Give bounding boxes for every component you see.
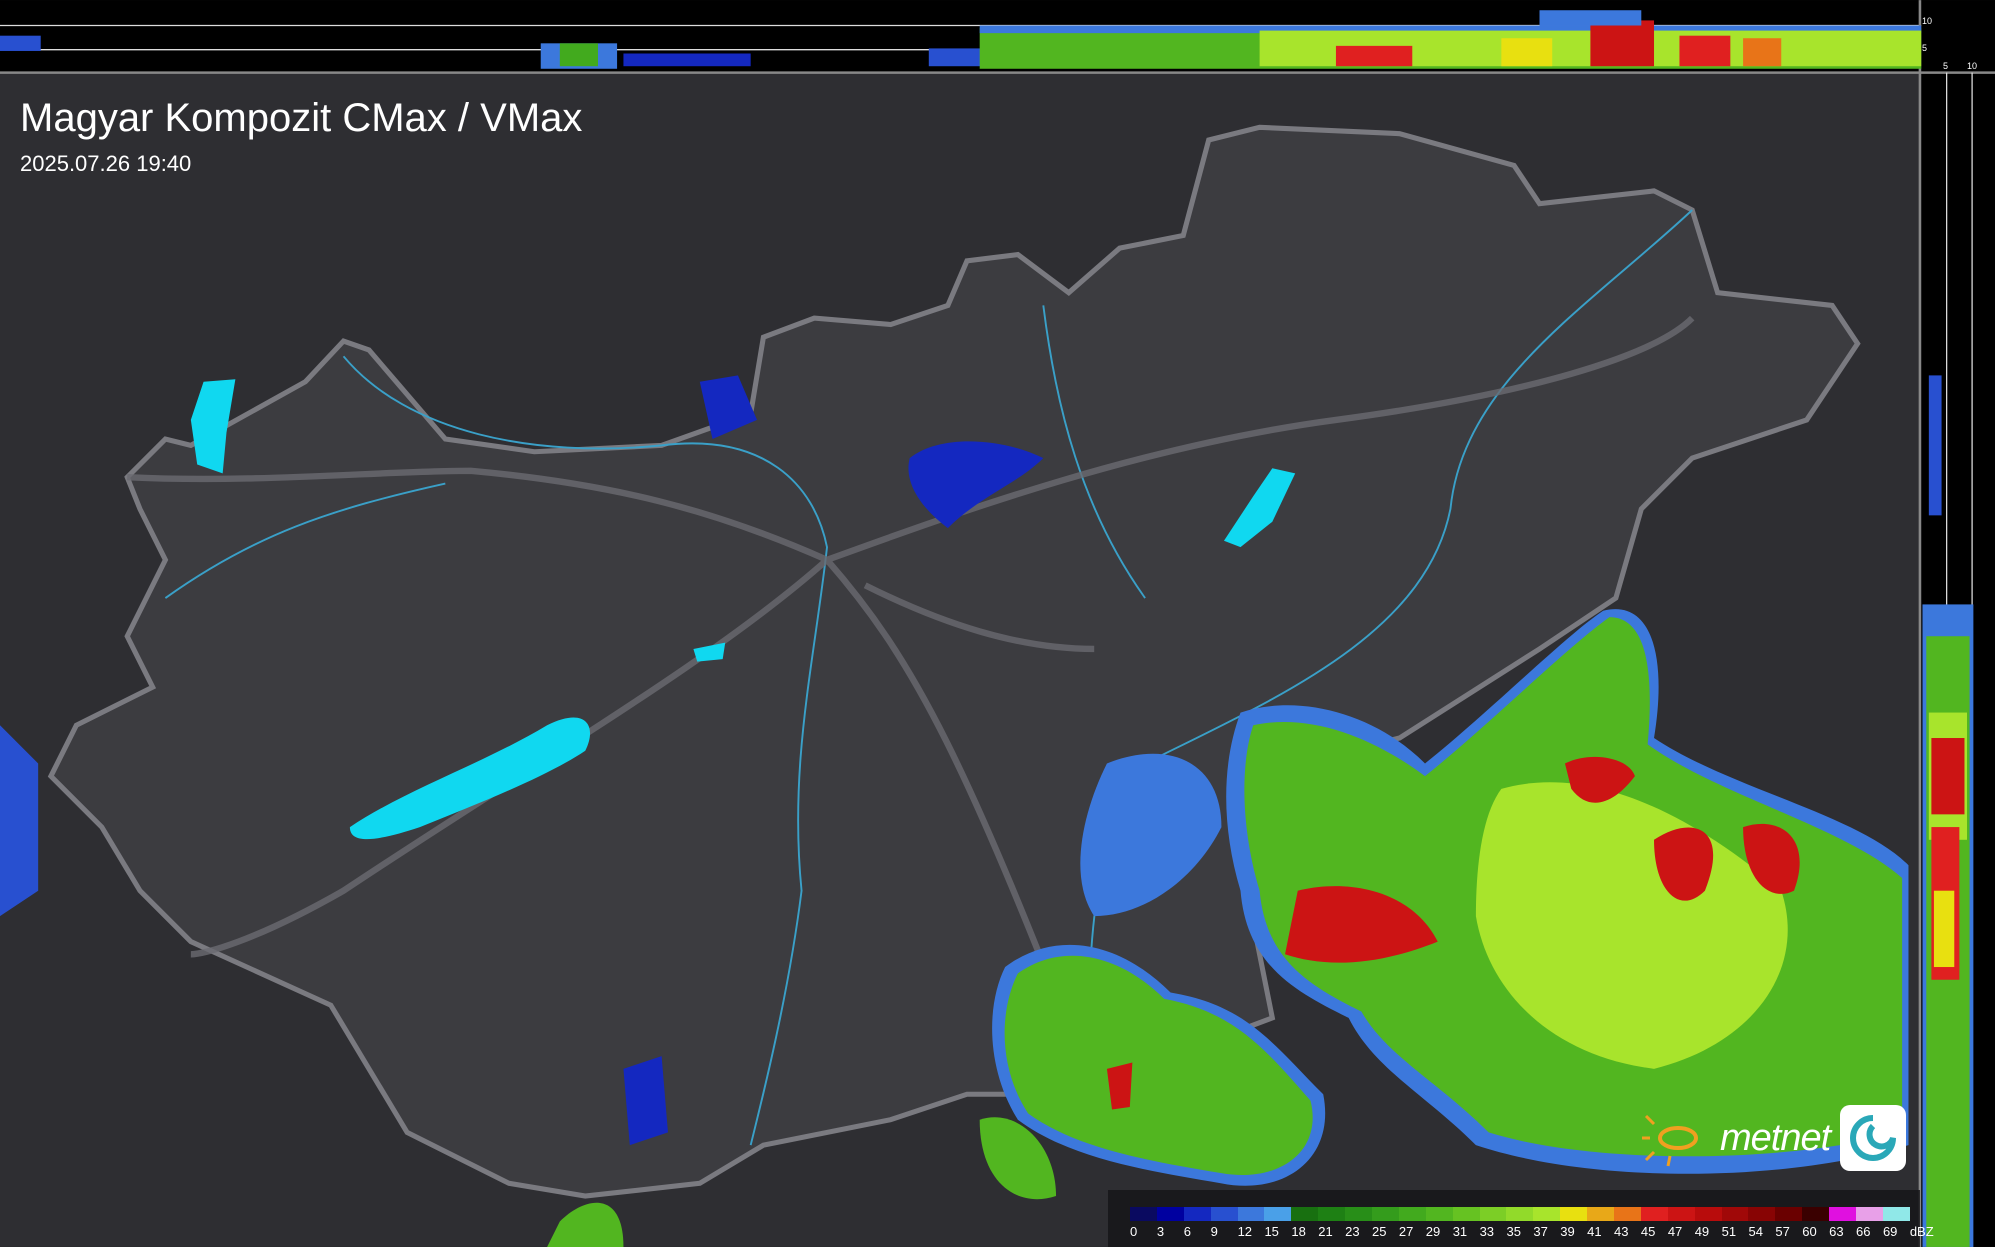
- lake-velence: [693, 642, 726, 662]
- legend-label: 37: [1533, 1224, 1548, 1239]
- legend-label: 15: [1264, 1224, 1279, 1239]
- legend-label: 6: [1183, 1224, 1192, 1239]
- metnet-logo: metnet: [1640, 1105, 1907, 1171]
- legend-label: 47: [1667, 1224, 1683, 1239]
- legend-swatch: [1882, 1207, 1910, 1221]
- brand-name: metnet: [1720, 1116, 1831, 1159]
- right-scale-tick: 10: [1967, 61, 1978, 71]
- legend-label: 29: [1425, 1224, 1441, 1239]
- legend-label: 41: [1587, 1224, 1602, 1239]
- legend-label: 33: [1479, 1224, 1495, 1239]
- legend-swatch: [1372, 1207, 1399, 1221]
- map-timestamp: 2025.07.26 19:40: [20, 151, 192, 176]
- legend-swatch: [1829, 1207, 1857, 1221]
- legend-label: 35: [1506, 1224, 1521, 1239]
- metnet-swirl-icon: [1840, 1105, 1907, 1171]
- legend-swatch: [1694, 1207, 1722, 1221]
- legend-label: 57: [1775, 1224, 1790, 1239]
- legend-swatch: [1210, 1207, 1238, 1221]
- legend-swatch: [1156, 1207, 1184, 1221]
- right-profile-echoes: [1922, 375, 1974, 1247]
- legend-color-bar: [1130, 1207, 1910, 1221]
- legend-label: 25: [1372, 1224, 1387, 1239]
- legend-label: 21: [1318, 1224, 1333, 1239]
- legend-label: 54: [1748, 1224, 1763, 1239]
- legend-swatch: [1856, 1207, 1883, 1221]
- hungary-outline: [47, 124, 1861, 1199]
- sun-icon: [1642, 1114, 1698, 1167]
- legend-label: 66: [1856, 1224, 1871, 1239]
- right-scale-tick: 5: [1943, 61, 1949, 71]
- legend-swatch: [1452, 1207, 1480, 1221]
- legend-swatch: [1345, 1207, 1373, 1221]
- legend-swatch: [1318, 1207, 1346, 1221]
- legend-label: 45: [1640, 1224, 1656, 1239]
- legend-swatch: [1237, 1207, 1265, 1221]
- legend-swatch: [1640, 1207, 1668, 1221]
- legend-label: 23: [1345, 1224, 1360, 1239]
- legend-label: 18: [1291, 1224, 1306, 1239]
- lakes: [190, 379, 1296, 840]
- top-scale-tick: 5: [1922, 43, 1928, 53]
- legend-swatch: [1479, 1207, 1507, 1221]
- map-title: Magyar Kompozit CMax / VMax: [20, 96, 583, 140]
- legend-swatch: [1506, 1207, 1534, 1221]
- legend-swatch: [1614, 1207, 1641, 1221]
- legend-swatch: [1425, 1207, 1453, 1221]
- legend-label: 12: [1237, 1224, 1253, 1239]
- legend-swatch: [1398, 1207, 1426, 1221]
- top-scale-tick: 10: [1922, 16, 1933, 26]
- legend-swatch: [1587, 1207, 1615, 1221]
- legend-unit: dBZ: [1909, 1224, 1934, 1239]
- dbz-legend: 0 3 6 9 12 15 18 21 23 25 27 29 31 33 35 37 39 41 43 45 47 49…: [1108, 1190, 1934, 1247]
- top-profile-echoes: [0, 10, 1922, 69]
- legend-swatch: [1130, 1207, 1157, 1221]
- legend-label: 9: [1210, 1224, 1218, 1239]
- legend-label: 39: [1560, 1224, 1575, 1239]
- legend-label: 0: [1130, 1224, 1138, 1239]
- legend-label: 69: [1882, 1224, 1898, 1239]
- legend-swatch: [1264, 1207, 1292, 1221]
- legend-labels: 0 3 6 9 12 15 18 21 23 25 27 29 31 33 35 37 39 41 43 45 47 49…: [1130, 1224, 1934, 1239]
- legend-label: 31: [1452, 1224, 1468, 1239]
- legend-swatch: [1667, 1207, 1695, 1221]
- legend-label: 60: [1802, 1224, 1817, 1239]
- lake-tisza: [1223, 468, 1296, 548]
- radar-echoes: [0, 375, 1909, 1247]
- legend-swatch: [1721, 1207, 1749, 1221]
- legend-swatch: [1748, 1207, 1776, 1221]
- legend-label: 43: [1614, 1224, 1629, 1239]
- legend-label: 27: [1398, 1224, 1414, 1239]
- lake-balaton: [349, 717, 591, 840]
- legend-label: 63: [1829, 1224, 1844, 1239]
- legend-swatch: [1560, 1207, 1588, 1221]
- legend-swatch: [1802, 1207, 1830, 1221]
- legend-swatch: [1291, 1207, 1319, 1221]
- legend-swatch: [1183, 1207, 1211, 1221]
- legend-label: 51: [1721, 1224, 1737, 1239]
- legend-label: 3: [1156, 1224, 1165, 1239]
- legend-swatch: [1533, 1207, 1561, 1221]
- legend-label: 49: [1694, 1224, 1710, 1239]
- legend-swatch: [1775, 1207, 1803, 1221]
- lake-neusiedl: [190, 379, 236, 474]
